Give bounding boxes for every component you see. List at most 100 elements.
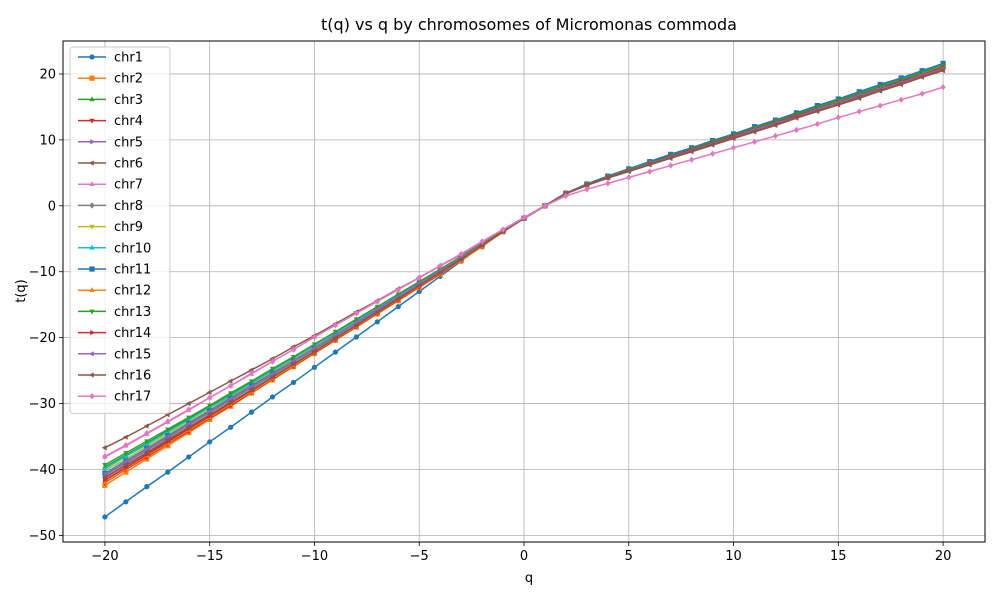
data-point-chr16 [583,182,589,188]
data-point-chr1 [416,288,422,295]
data-point-chr16 [122,462,128,468]
x-tick-label: 5 [625,549,633,564]
data-point-chr15 [164,433,170,440]
legend-item-chr8: chr8 [78,199,143,214]
y-tick-label: 10 [39,133,56,148]
data-point-chr17 [500,226,506,233]
data-point-chr17 [689,156,695,163]
data-point-chr15 [101,471,107,477]
data-point-chr16 [604,174,610,181]
data-point-chr17 [374,298,380,305]
x-axis-label: q [525,571,533,586]
data-point-chr17 [772,132,779,140]
data-point-chr16 [395,296,401,302]
data-point-chr17 [940,83,946,91]
data-point-chr6 [185,400,191,407]
legend-item-chr15: chr15 [78,347,151,362]
legend-marker [89,266,95,272]
data-point-chr16 [709,141,715,148]
data-point-chr16 [436,269,443,275]
y-tick-label: −20 [29,331,56,346]
data-point-chr1 [228,424,234,430]
y-tick-label: −50 [29,529,56,544]
legend-item-chr9: chr9 [78,220,143,235]
data-point-chr1 [102,514,108,520]
data-point-chr17 [584,186,590,193]
data-point-chr16 [353,322,359,328]
data-point-chr17 [269,358,276,365]
data-point-chr16 [248,387,254,393]
x-tick-label: 0 [520,549,528,564]
legend-label: chr6 [114,157,143,172]
data-point-chr13 [311,342,318,348]
legend-label: chr11 [114,263,151,278]
data-point-chr17 [751,138,758,146]
data-point-chr1 [186,454,192,460]
data-point-chr16 [835,101,841,107]
legend-label: chr10 [114,241,151,256]
data-point-chr16 [143,449,149,455]
data-point-chr17 [898,96,904,103]
data-point-chr17 [542,202,548,210]
legend-item-chr13: chr13 [78,305,151,320]
legend-label: chr3 [114,93,143,108]
data-point-chr11 [940,60,946,67]
data-point-chr13 [395,292,401,298]
data-point-chr16 [332,335,338,341]
legend-label: chr4 [114,114,143,129]
legend-label: chr15 [114,347,151,362]
data-point-chr16 [101,474,107,480]
data-point-chr16 [457,256,463,262]
data-point-chr15 [332,332,338,338]
data-point-chr17 [186,406,192,413]
data-point-chr10 [102,465,108,471]
data-point-chr15 [248,383,254,390]
data-point-chr17 [311,333,318,341]
data-point-chr16 [374,309,380,315]
legend-item-chr5: chr5 [78,135,143,150]
data-point-chr16 [625,168,631,174]
data-point-chr17 [835,114,841,121]
legend-label: chr14 [114,326,151,341]
data-point-chr16 [939,67,945,73]
chart-title: t(q) vs q by chromosomes of Micromonas c… [321,15,737,34]
legend-item-chr1: chr1 [78,51,143,66]
data-point-chr13 [248,379,255,385]
legend-marker [89,202,95,209]
data-point-chr17 [395,286,401,293]
data-point-chr15 [227,396,233,402]
data-point-chr13 [332,329,339,335]
data-point-chr16 [478,242,484,248]
legend-label: chr1 [114,51,143,66]
data-point-chr6 [206,389,212,395]
data-point-chr16 [269,374,275,380]
y-tick-label: −30 [29,397,56,412]
data-point-chr17 [290,346,297,353]
data-point-chr17 [102,453,108,460]
y-tick-label: 0 [48,199,56,214]
data-point-chr16 [667,155,673,161]
data-point-chr17 [709,150,716,157]
legend-item-chr14: chr14 [78,326,151,341]
x-tick-label: −15 [196,549,223,564]
data-point-chr17 [793,126,800,134]
data-point-chr6 [143,423,149,429]
data-point-chr17 [332,321,339,329]
data-point-chr17 [856,108,862,115]
x-tick-label: 15 [830,549,847,564]
legend-item-chr16: chr16 [78,369,151,384]
data-point-chr17 [479,238,485,245]
data-point-chr17 [458,250,464,258]
legend-marker [89,54,95,60]
legend-marker [89,118,95,124]
data-point-chr16 [164,437,170,443]
data-point-chr1 [395,304,401,310]
data-point-chr17 [814,120,820,128]
data-point-chr13 [290,354,297,360]
data-point-chr17 [877,102,883,109]
data-point-chr1 [311,364,318,370]
data-point-chr17 [919,90,925,97]
data-point-chr16 [688,148,694,154]
data-point-chr17 [730,144,737,151]
